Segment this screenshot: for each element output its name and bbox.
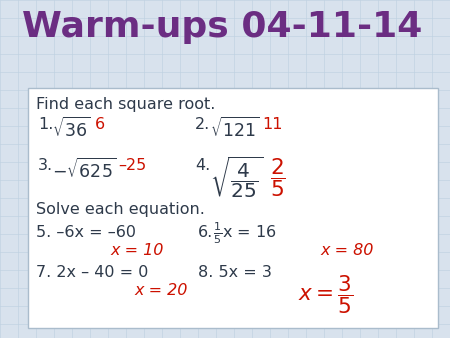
Text: 5. –6x = –60: 5. –6x = –60: [36, 225, 136, 240]
Text: 11: 11: [262, 117, 283, 132]
Text: 2.: 2.: [195, 117, 210, 132]
Text: –25: –25: [118, 158, 146, 173]
Text: 3.: 3.: [38, 158, 53, 173]
Text: $\sqrt{121}$: $\sqrt{121}$: [210, 117, 260, 141]
Text: x = 20: x = 20: [134, 283, 187, 298]
Text: 6.: 6.: [198, 225, 213, 240]
Text: $-\sqrt{625}$: $-\sqrt{625}$: [52, 158, 116, 182]
Text: 1.: 1.: [38, 117, 54, 132]
Text: 6: 6: [95, 117, 105, 132]
Text: Find each square root.: Find each square root.: [36, 97, 216, 112]
Text: $\sqrt{36}$: $\sqrt{36}$: [52, 117, 90, 141]
Text: x = 10: x = 10: [110, 243, 163, 258]
Text: 8. 5x = 3: 8. 5x = 3: [198, 265, 272, 280]
Text: Solve each equation.: Solve each equation.: [36, 202, 205, 217]
Text: $x = \dfrac{3}{5}$: $x = \dfrac{3}{5}$: [298, 273, 353, 316]
Text: 7. 2x – 40 = 0: 7. 2x – 40 = 0: [36, 265, 148, 280]
Text: $\dfrac{2}{5}$: $\dfrac{2}{5}$: [270, 156, 286, 199]
FancyBboxPatch shape: [28, 88, 438, 328]
Text: $\frac{1}{5}$x = 16: $\frac{1}{5}$x = 16: [213, 220, 276, 246]
Text: $\sqrt{\dfrac{4}{25}}$: $\sqrt{\dfrac{4}{25}}$: [210, 154, 263, 200]
Text: x = 80: x = 80: [320, 243, 374, 258]
Text: 4.: 4.: [195, 158, 210, 173]
Text: Warm-ups 04-11-14: Warm-ups 04-11-14: [22, 10, 423, 44]
